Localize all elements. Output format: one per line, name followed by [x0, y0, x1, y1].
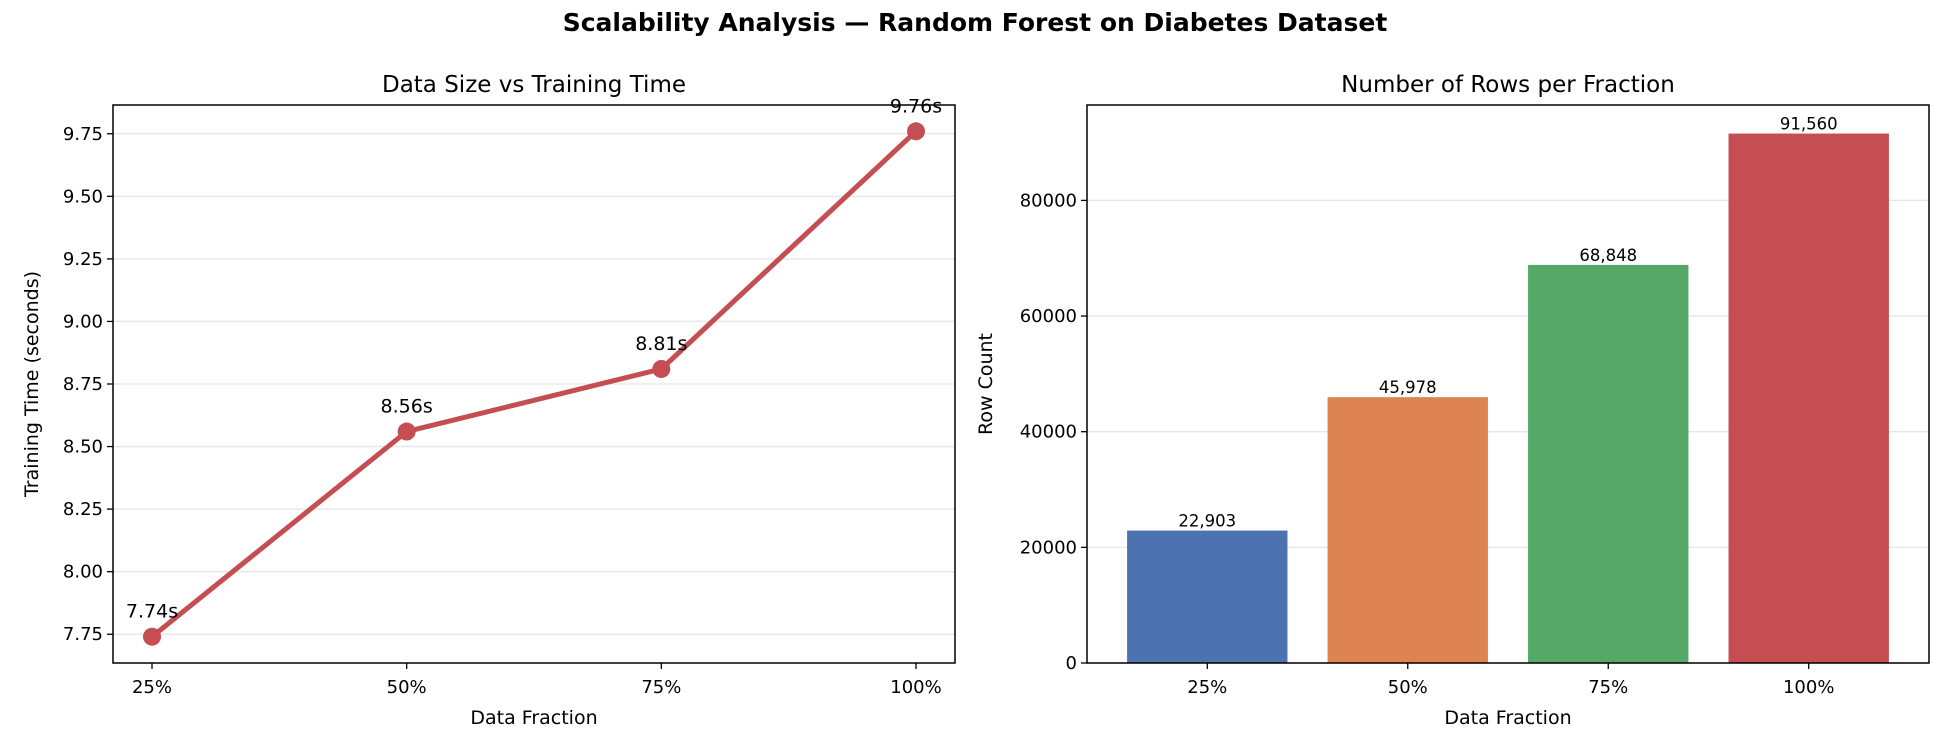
row-count-bar-label: 22,903	[1178, 512, 1236, 531]
bar-chart-ytick-label: 60000	[1020, 306, 1077, 327]
line-chart-ytick-label: 8.25	[63, 499, 103, 520]
bar-chart-xlabel: Data Fraction	[1444, 707, 1571, 729]
training-time-point	[143, 627, 161, 646]
row-count-bar	[1728, 133, 1889, 664]
line-chart-ytick-label: 9.75	[63, 124, 103, 145]
bar-chart: Number of Rows per Fraction 22,903 45,978…	[975, 72, 1930, 729]
row-count-bar	[1127, 530, 1288, 663]
line-chart-ytick-label: 9.00	[63, 311, 103, 332]
line-chart-xtick-label: 100%	[890, 677, 941, 698]
bar-chart-ytick-label: 40000	[1020, 422, 1077, 443]
line-chart: Data Size vs Training Time 7.75 8.00 8.25 8…	[21, 72, 956, 729]
bar-chart-ytick-label: 20000	[1020, 537, 1077, 558]
training-time-point-label: 7.74s	[126, 601, 178, 623]
row-count-bar-label: 68,848	[1579, 246, 1637, 265]
line-chart-ytick-label: 9.50	[63, 186, 103, 207]
line-chart-ytick-label: 8.50	[63, 437, 103, 458]
training-time-point	[652, 359, 671, 378]
bar-chart-ylabel: Row Count	[975, 333, 997, 435]
bar-chart-frame	[1086, 104, 1930, 664]
bar-chart-title: Number of Rows per Fraction	[1341, 72, 1675, 98]
bar-chart-ytick-label: 80000	[1020, 190, 1077, 211]
training-time-point-label: 9.76s	[890, 95, 942, 117]
line-chart-ytick-label: 9.25	[63, 249, 103, 270]
training-time-line	[150, 129, 918, 639]
training-time-point	[397, 422, 416, 441]
line-chart-title: Data Size vs Training Time	[382, 72, 686, 98]
row-count-bar	[1327, 397, 1488, 663]
line-chart-xlabel: Data Fraction	[470, 707, 597, 729]
bar-chart-xtick-label: 25%	[1187, 677, 1227, 698]
training-time-point	[907, 122, 925, 141]
bar-chart-xtick-label: 75%	[1588, 677, 1628, 698]
line-chart-ytick-label: 8.00	[63, 562, 103, 583]
line-chart-ytick-label: 7.75	[63, 624, 103, 645]
row-count-bar	[1528, 264, 1689, 663]
bar-chart-xtick-label: 100%	[1783, 677, 1834, 698]
line-chart-xtick-label: 50%	[387, 677, 427, 698]
line-chart-xtick-label: 25%	[132, 677, 172, 698]
line-chart-ytick-label: 8.75	[63, 374, 103, 395]
row-count-bar-label: 45,978	[1379, 378, 1437, 397]
line-chart-ylabel: Training Time (seconds)	[21, 271, 43, 498]
figure-title: Scalability Analysis — Random Forest on …	[562, 8, 1388, 37]
row-count-bar-label: 91,560	[1780, 115, 1838, 134]
training-time-point-label: 8.56s	[381, 396, 433, 418]
bar-chart-ytick-label: 0	[1066, 653, 1077, 674]
bar-chart-xtick-label: 50%	[1388, 677, 1428, 698]
line-chart-xtick-label: 75%	[641, 677, 681, 698]
training-time-point-label: 8.81s	[635, 333, 687, 355]
